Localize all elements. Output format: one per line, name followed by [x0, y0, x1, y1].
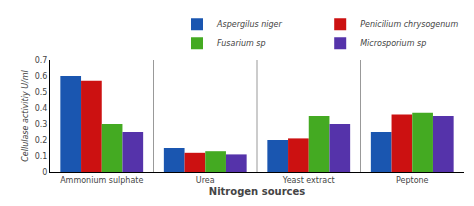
svg-text:Urea: Urea — [196, 176, 215, 185]
svg-text:Aspergilus niger: Aspergilus niger — [216, 20, 283, 29]
svg-text:Cellulase activitiy U/ml: Cellulase activitiy U/ml — [21, 69, 30, 161]
svg-text:0.3: 0.3 — [35, 120, 48, 129]
svg-text:0.5: 0.5 — [35, 88, 48, 97]
svg-text:Microsporium sp: Microsporium sp — [360, 39, 426, 48]
svg-text:0.2: 0.2 — [35, 136, 48, 145]
svg-text:0.1: 0.1 — [35, 152, 48, 161]
svg-text:0: 0 — [42, 168, 47, 177]
svg-text:0.6: 0.6 — [35, 72, 48, 81]
svg-text:0.7: 0.7 — [35, 56, 48, 65]
svg-text:Yeast extract: Yeast extract — [282, 176, 335, 185]
svg-text:0.4: 0.4 — [35, 104, 48, 113]
svg-text:Peptone: Peptone — [396, 176, 429, 185]
svg-text:Penicilium chrysogenum: Penicilium chrysogenum — [360, 20, 458, 29]
svg-text:Ammonium sulphate: Ammonium sulphate — [60, 176, 143, 185]
svg-text:Nitrogen sources: Nitrogen sources — [209, 186, 306, 197]
svg-text:Fusarium sp: Fusarium sp — [217, 39, 266, 48]
